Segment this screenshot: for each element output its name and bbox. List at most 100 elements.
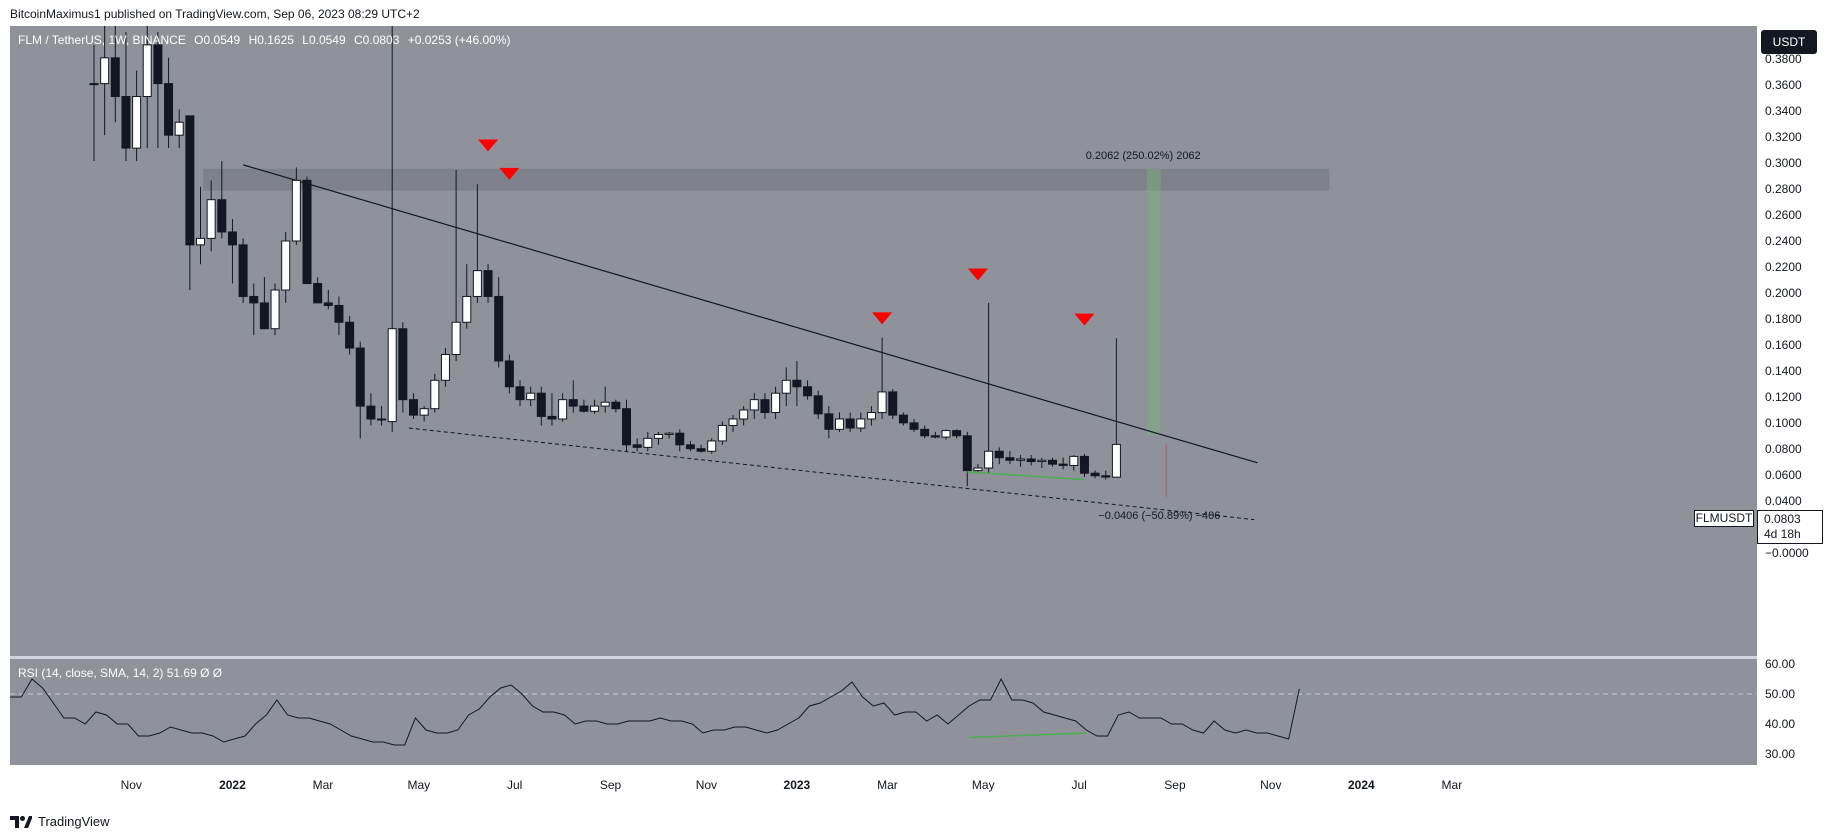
target-label: 0.2062 (250.02%) 2062 <box>1086 150 1201 162</box>
candle-body <box>441 355 449 381</box>
time-tick-label: Sep <box>600 778 621 792</box>
candle-body <box>942 431 950 437</box>
rsi-extra-2: Ø <box>213 666 222 680</box>
rsi-axis[interactable]: 60.00 50.00 40.00 30.00 <box>1757 659 1827 765</box>
candle-body <box>1070 456 1078 465</box>
rsi-tick-label: 60.00 <box>1765 657 1795 671</box>
candle-body <box>623 409 631 445</box>
candle-body <box>718 425 726 440</box>
price-chart[interactable]: 0.2062 (250.02%) 2062 −0.0406 (−50.89%) −… <box>10 26 1757 656</box>
currency-badge[interactable]: USDT <box>1761 30 1817 54</box>
time-tick-label: 2023 <box>784 778 811 792</box>
time-tick-label: Mar <box>877 778 898 792</box>
price-tick-label: 0.1000 <box>1765 416 1802 430</box>
candle-body <box>633 445 641 448</box>
candle-body <box>846 419 854 428</box>
candle-body <box>580 406 588 411</box>
candle-body <box>292 180 300 241</box>
footer: TradingView <box>0 801 1827 840</box>
candle-body <box>122 97 130 149</box>
ohlc-legend: FLM / TetherUS, 1W, BINANCE O0.0549 H0.1… <box>18 33 515 47</box>
candle-body <box>761 400 769 413</box>
legend-close: C0.0803 <box>354 33 399 47</box>
candle-body <box>1059 464 1067 465</box>
time-tick-label: May <box>972 778 995 792</box>
candle-body <box>740 410 748 419</box>
red-triangle-down-icon <box>478 140 498 152</box>
price-divergence-line <box>967 472 1084 480</box>
rsi-tick-label: 40.00 <box>1765 717 1795 731</box>
rsi-chart[interactable] <box>10 659 1757 765</box>
candle-body <box>985 451 993 468</box>
candle-body <box>484 271 492 297</box>
time-tick-label: 2024 <box>1348 778 1375 792</box>
legend-symbol[interactable]: FLM / TetherUS, 1W, BINANCE <box>18 33 186 47</box>
candle-body <box>836 419 844 429</box>
legend-open: O0.0549 <box>194 33 240 47</box>
red-triangle-down-icon <box>1074 314 1094 326</box>
candle-body <box>111 58 119 97</box>
candle-body <box>1006 458 1014 461</box>
price-tick-label: 0.2400 <box>1765 234 1802 248</box>
candle-body <box>165 84 173 136</box>
published-text: BitcoinMaximus1 published on TradingView… <box>10 7 420 21</box>
price-tick-label: 0.2200 <box>1765 260 1802 274</box>
tradingview-brand[interactable]: TradingView <box>10 814 110 829</box>
time-tick-label: Sep <box>1164 778 1185 792</box>
candle-body <box>867 413 875 419</box>
price-tick-label: 0.2800 <box>1765 182 1802 196</box>
price-tick-label: 0.2600 <box>1765 208 1802 222</box>
time-tick-label: Nov <box>1260 778 1281 792</box>
candle-body <box>804 387 812 396</box>
price-tick-label: 0.1800 <box>1765 312 1802 326</box>
time-tick-label: May <box>407 778 430 792</box>
candle-body <box>686 445 694 449</box>
rsi-tick-label: 50.00 <box>1765 687 1795 701</box>
price-tick-label: 0.1600 <box>1765 338 1802 352</box>
candle-countdown: 4d 18h <box>1764 527 1822 542</box>
candle-body <box>218 200 226 232</box>
candle-body <box>612 402 620 408</box>
candle-body <box>175 122 183 135</box>
time-axis[interactable]: Nov 2022 Mar May Jul Sep Nov 2023 Mar May Jul Sep No… <box>10 765 1757 801</box>
candle-body <box>346 322 354 348</box>
candle-body <box>90 84 98 85</box>
price-axis[interactable]: 0.3800 0.3600 0.3400 0.3200 0.3000 0.2800 0.26… <box>1757 26 1827 656</box>
price-tick-label: 0.1200 <box>1765 390 1802 404</box>
candle-body <box>335 305 343 322</box>
candle-body <box>654 434 662 438</box>
candle-body <box>250 296 258 302</box>
candle-body <box>729 419 737 425</box>
candle-body <box>143 45 151 97</box>
price-tick-label: 0.3000 <box>1765 156 1802 170</box>
candle-body <box>1049 460 1057 464</box>
candle-body <box>974 468 982 471</box>
candle-body <box>772 393 780 412</box>
time-tick-label: Mar <box>313 778 334 792</box>
candle-body <box>559 400 567 419</box>
candle-body <box>452 322 460 354</box>
candle-body <box>1038 460 1046 461</box>
rsi-label[interactable]: RSI (14, close, SMA, 14, 2) <box>18 666 163 680</box>
candle-body <box>356 348 364 406</box>
symbol-tag: FLMUSDT <box>1694 510 1754 527</box>
candle-body <box>995 451 1003 457</box>
candle-body <box>601 402 609 406</box>
candle-body <box>473 271 481 297</box>
price-tick-label: 0.2000 <box>1765 286 1802 300</box>
rsi-tick-label: 30.00 <box>1765 747 1795 761</box>
legend-high: H0.1625 <box>249 33 294 47</box>
candle-body <box>548 416 556 419</box>
legend-low: L0.0549 <box>302 33 345 47</box>
brand-name: TradingView <box>38 814 110 829</box>
candle-body <box>814 396 822 414</box>
target-band <box>1147 169 1161 435</box>
candle-body <box>1080 456 1088 473</box>
time-tick-label: Nov <box>696 778 717 792</box>
candle-body <box>505 361 513 387</box>
candle-body <box>931 436 939 437</box>
candle-body <box>644 438 652 447</box>
candle-body <box>463 296 471 322</box>
candle-body <box>101 58 109 84</box>
candle-body <box>516 387 524 400</box>
